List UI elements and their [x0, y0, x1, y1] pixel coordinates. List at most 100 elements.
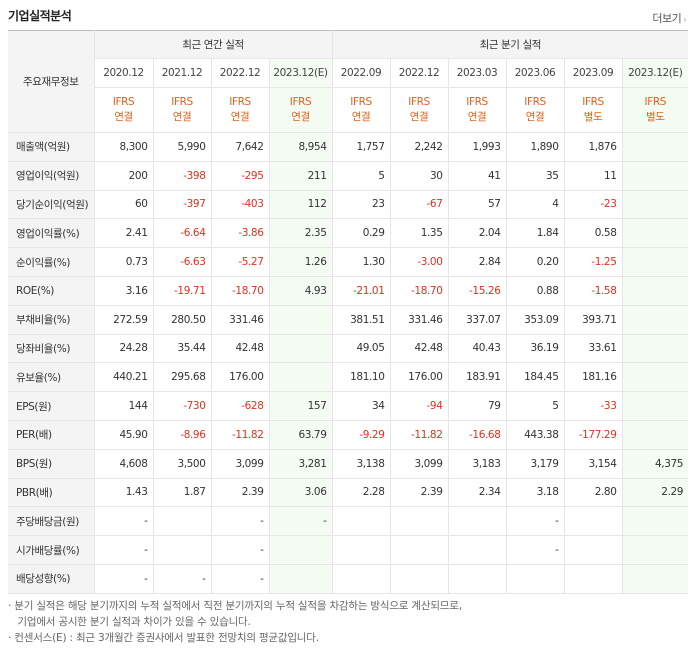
table-cell — [622, 190, 689, 220]
row-label: 당기순이익(억원) — [8, 190, 95, 220]
table-cell: 57 — [448, 190, 507, 220]
table-row: PER(배) 45.90 -8.96 -11.82 63.79 -9.29 -11.82 -1… — [8, 420, 689, 450]
table-cell: -94 — [390, 391, 449, 421]
period-header: 2023.03 — [448, 58, 507, 88]
standard-type: IFRS — [229, 96, 251, 108]
row-label: 유보율(%) — [8, 362, 95, 393]
footnotes: · 분기 실적은 해당 분기까지의 누적 실적에서 직전 분기까지의 누적 실적… — [8, 598, 688, 646]
consolidation-type: 연결 — [351, 111, 371, 123]
consolidation-type: 별도 — [646, 111, 665, 123]
row-label: BPS(원) — [8, 449, 95, 479]
financial-table: 주요재무정보 최근 연간 실적 최근 분기 실적 2020.12 2021.12 2022… — [8, 30, 689, 594]
table-cell — [622, 334, 689, 364]
table-row: BPS(원) 4,608 3,500 3,099 3,281 3,138 3,099 3,18… — [8, 449, 689, 479]
table-cell — [153, 506, 212, 537]
table-cell: -67 — [390, 190, 449, 220]
table-cell: 353.09 — [506, 304, 565, 335]
more-link[interactable]: 더보기 › — [652, 10, 686, 26]
period-header: 2022.09 — [332, 58, 391, 88]
chevron-right-icon: › — [683, 15, 686, 24]
table-cell: 0.88 — [506, 276, 565, 306]
table-cell: -177.29 — [564, 420, 623, 450]
table-cell: 331.46 — [211, 304, 270, 335]
table-cell: 295.68 — [153, 362, 212, 393]
table-cell: 4,375 — [622, 449, 689, 479]
column-header-item: 주요재무정보 — [8, 30, 95, 133]
table-cell: -730 — [153, 391, 212, 421]
table-cell: -8.96 — [153, 420, 212, 450]
table-cell: 181.16 — [564, 362, 623, 393]
row-label: 영업이익(억원) — [8, 161, 95, 191]
table-cell — [622, 304, 689, 335]
table-cell: 5,990 — [153, 132, 212, 162]
table-cell: - — [211, 535, 270, 565]
table-cell — [622, 420, 689, 450]
table-cell: -18.70 — [390, 276, 449, 306]
period-header: 2022.12 — [211, 58, 270, 88]
table-cell: 5 — [332, 161, 391, 191]
table-cell: -1.25 — [564, 247, 623, 277]
table-cell: 2.04 — [448, 218, 507, 249]
table-cell: 30 — [390, 161, 449, 191]
period-header: 2023.12(E) — [622, 58, 689, 88]
table-cell: 1,876 — [564, 132, 623, 162]
table-cell: 337.07 — [448, 304, 507, 335]
table-cell — [564, 535, 623, 565]
table-cell: 4.93 — [269, 276, 333, 306]
table-row: 매출액(억원) 8,300 5,990 7,642 8,954 1,757 2,242 1,9… — [8, 132, 689, 162]
table-cell: -23 — [564, 190, 623, 220]
row-label: 배당성향(%) — [8, 564, 95, 594]
more-label: 더보기 — [652, 12, 682, 25]
standard-type: IFRS — [644, 96, 667, 108]
accounting-standard: IFRS 연결 — [153, 87, 212, 133]
row-label: 시가배당률(%) — [8, 535, 95, 565]
table-cell: - — [211, 564, 270, 594]
table-cell: - — [269, 506, 333, 537]
table-cell — [448, 535, 507, 565]
table-cell: 1.26 — [269, 247, 333, 277]
table-cell: -398 — [153, 161, 212, 191]
table-cell: 40.43 — [448, 334, 507, 364]
period-header: 2023.06 — [506, 58, 565, 88]
table-row: 순이익률(%) 0.73 -6.63 -5.27 1.26 1.30 -3.00 2.84 0.… — [8, 247, 689, 277]
table-row: PBR(배) 1.43 1.87 2.39 3.06 2.28 2.39 2.34 3.18 2.… — [8, 478, 689, 508]
table-cell: 3,138 — [332, 449, 391, 479]
table-cell: 4,608 — [94, 449, 154, 479]
row-label: 주당배당금(원) — [8, 506, 95, 537]
table-row: 배당성향(%) - - - — [8, 564, 689, 594]
table-cell: 35 — [506, 161, 565, 191]
table-cell — [390, 564, 449, 594]
accounting-standard: IFRS 연결 — [332, 87, 391, 133]
table-cell: 211 — [269, 161, 333, 191]
table-cell — [332, 564, 391, 594]
table-cell: 1.84 — [506, 218, 565, 249]
group-header-quarter: 최근 분기 실적 — [332, 30, 689, 59]
table-cell: 0.73 — [94, 247, 154, 277]
table-cell — [390, 535, 449, 565]
table-cell: -1.58 — [564, 276, 623, 306]
table-cell — [622, 161, 689, 191]
table-cell: 2.39 — [390, 478, 449, 508]
table-cell: 3,281 — [269, 449, 333, 479]
table-cell: -6.63 — [153, 247, 212, 277]
table-cell — [390, 506, 449, 537]
table-row: 영업이익률(%) 2.41 -6.64 -3.86 2.35 0.29 1.35 2.04 1.… — [8, 218, 689, 249]
standard-type: IFRS — [350, 96, 372, 108]
table-cell: 2,242 — [390, 132, 449, 162]
table-cell — [269, 564, 333, 594]
row-label: PBR(배) — [8, 478, 95, 508]
table-cell: 49.05 — [332, 334, 391, 364]
standard-type: IFRS — [112, 96, 135, 108]
table-cell: 443.38 — [506, 420, 565, 450]
row-label: 부채비율(%) — [8, 304, 95, 335]
table-cell — [622, 276, 689, 306]
table-cell: 0.20 — [506, 247, 565, 277]
table-row: EPS(원) 144 -730 -628 157 34 -94 79 5 -33 — [8, 391, 689, 421]
table-row: 주당배당금(원) - - - - — [8, 506, 689, 537]
table-cell: -21.01 — [332, 276, 391, 306]
table-cell: 2.34 — [448, 478, 507, 508]
standard-type: IFRS — [582, 96, 604, 108]
table-cell: 1.30 — [332, 247, 391, 277]
table-cell: 184.45 — [506, 362, 565, 393]
row-label: ROE(%) — [8, 276, 95, 306]
